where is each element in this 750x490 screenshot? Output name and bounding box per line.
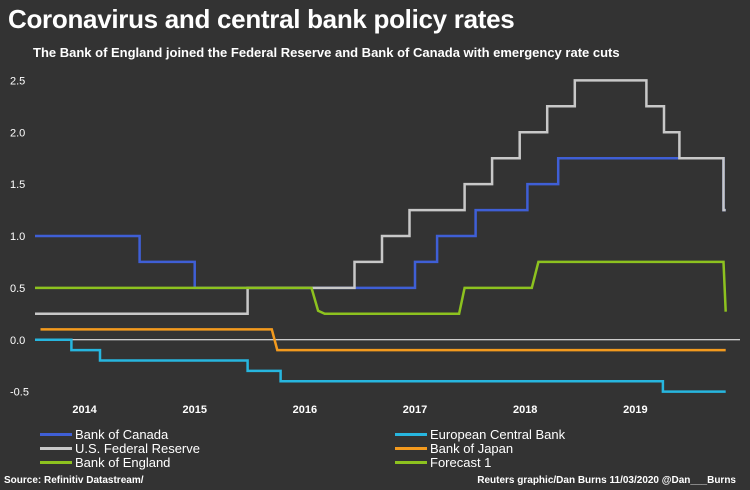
chart-title: Coronavirus and central bank policy rate… bbox=[8, 4, 515, 34]
x-tick-label: 2017 bbox=[403, 404, 427, 416]
chart-subtitle: The Bank of England joined the Federal R… bbox=[33, 45, 620, 60]
y-tick-label: 2.0 bbox=[10, 127, 25, 139]
series-line-european-central-bank bbox=[35, 338, 726, 393]
y-tick-label: 2.5 bbox=[10, 75, 25, 87]
credit-note: Reuters graphic/Dan Burns 11/03/2020 @Da… bbox=[477, 475, 736, 486]
x-tick-label: 2019 bbox=[623, 404, 647, 416]
y-tick-label: 1.0 bbox=[10, 231, 25, 243]
series-line-u-s-federal-reserve bbox=[35, 79, 726, 316]
y-tick-label: -0.5 bbox=[10, 387, 29, 399]
x-tick-label: 2014 bbox=[72, 404, 97, 416]
x-tick-label: 2015 bbox=[182, 404, 206, 416]
series-line-bank-of-japan bbox=[40, 328, 726, 352]
source-note: Source: Refinitiv Datastream/ bbox=[4, 475, 144, 486]
x-tick-label: 2016 bbox=[293, 404, 317, 416]
series-line-bank-of-england bbox=[35, 260, 727, 316]
series-line-bank-of-canada bbox=[35, 156, 726, 290]
x-tick-label: 2018 bbox=[513, 404, 537, 416]
y-tick-label: 1.5 bbox=[10, 179, 25, 191]
y-tick-label: 0.5 bbox=[10, 283, 25, 295]
y-tick-label: 0.0 bbox=[10, 335, 25, 347]
